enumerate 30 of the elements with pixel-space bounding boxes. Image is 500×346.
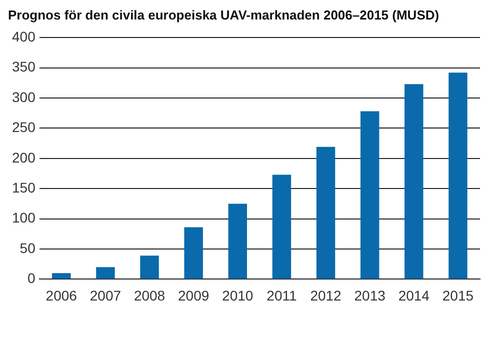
x-tick-label: 2011 — [266, 287, 297, 304]
x-tick-label: 2006 — [46, 287, 78, 304]
y-tick-label: 350 — [12, 58, 36, 75]
bar — [272, 174, 292, 279]
y-tick-label: 300 — [12, 88, 36, 105]
bar — [96, 267, 115, 279]
y-tick-label: 250 — [12, 119, 36, 136]
bar — [448, 72, 468, 279]
x-tick-label: 2010 — [222, 287, 254, 304]
y-tick-label: 400 — [12, 28, 36, 44]
x-tick-label: 2014 — [398, 287, 430, 304]
y-tick-label: 200 — [12, 149, 36, 166]
bar — [184, 227, 203, 279]
bar — [140, 256, 159, 279]
bar — [52, 273, 71, 279]
x-tick-label: 2015 — [442, 287, 474, 304]
bar — [360, 111, 380, 279]
chart-title: Prognos för den civila europeiska UAV-marknaden 2006–2015 (MUSD) — [8, 7, 440, 22]
bar — [316, 146, 336, 279]
y-tick-label: 0 — [28, 270, 36, 286]
x-tick-label: 2013 — [354, 287, 386, 304]
bar — [228, 204, 248, 279]
x-tick-label: 2008 — [134, 287, 166, 304]
x-tick-label: 2009 — [178, 287, 210, 304]
bar — [404, 84, 424, 279]
x-tick-label: 2012 — [310, 287, 342, 304]
x-tick-label: 2007 — [90, 287, 122, 304]
y-tick-label: 100 — [12, 210, 36, 226]
y-tick-label: 50 — [20, 240, 36, 256]
y-tick-label: 150 — [12, 179, 36, 196]
